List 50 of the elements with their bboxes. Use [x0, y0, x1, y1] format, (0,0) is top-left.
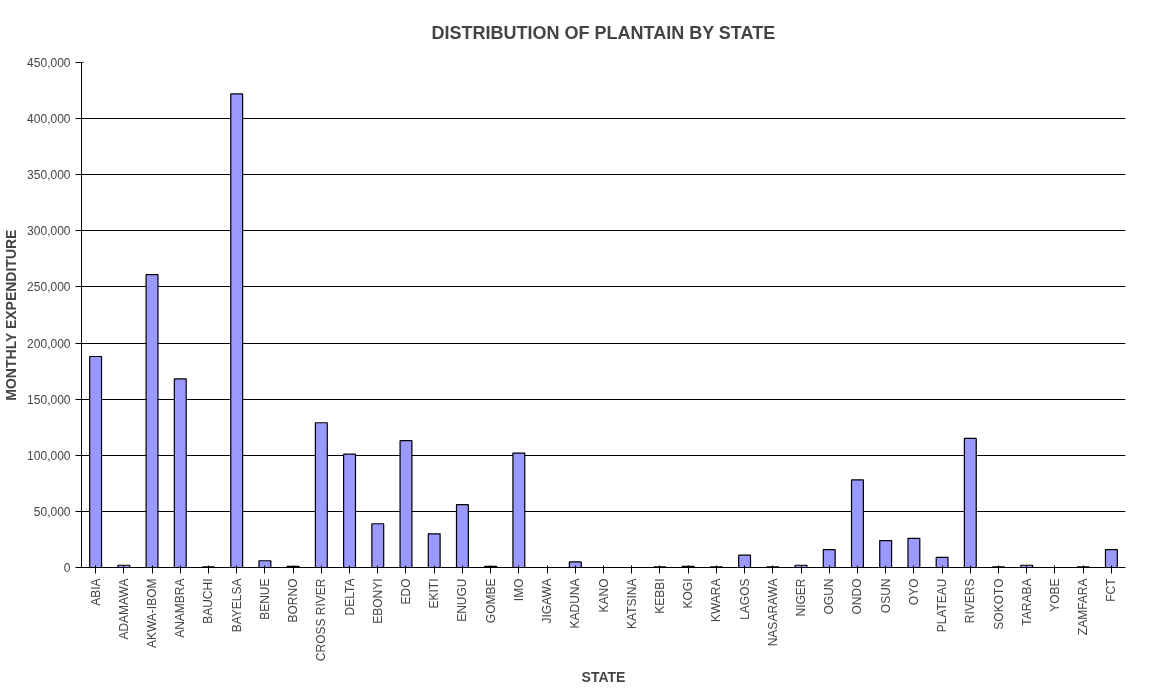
y-tick-label: 150,000: [27, 392, 71, 407]
x-tick-label: BAUCHI: [201, 578, 216, 624]
x-tick-label: EKITI: [427, 578, 442, 609]
x-tick-label: KANO: [596, 578, 611, 613]
x-tick-label: BENUE: [257, 578, 272, 620]
y-tick-label: 350,000: [27, 168, 71, 183]
y-tick-label: 200,000: [27, 336, 71, 351]
x-tick-label: ABIA: [88, 578, 103, 606]
x-tick-label: BORNO: [286, 578, 301, 623]
x-tick-label: JIGAWA: [540, 578, 555, 624]
x-tick-label: KWARA: [709, 578, 724, 623]
x-tick-label: ENUGU: [455, 578, 470, 622]
x-tick-label: KOGI: [681, 578, 696, 609]
x-tick-label: AKWA-IBOM: [145, 578, 160, 649]
x-tick-label: IMO: [511, 578, 526, 602]
y-tick-label: 450,000: [27, 56, 71, 70]
x-tick-label: BAYELSA: [229, 578, 244, 633]
x-tick-label: KADUNA: [568, 578, 583, 629]
x-tick-label: NASARAWA: [765, 578, 780, 647]
x-tick-label: ONDO: [850, 578, 865, 615]
x-tick-label: SOKOTO: [991, 578, 1006, 630]
x-axis-title: STATE: [581, 669, 626, 686]
x-tick-label: EBONYI: [370, 578, 385, 624]
x-tick-label: YOBE: [1047, 578, 1062, 612]
x-tick-label: OYO: [906, 578, 921, 606]
x-tick-label: FCT: [1104, 577, 1119, 602]
x-tick-label: ZAMFARA: [1076, 578, 1091, 636]
y-tick-label: 50,000: [33, 504, 71, 519]
x-tick-label: EDO: [398, 578, 413, 605]
x-tick-label: RIVERS: [963, 578, 978, 624]
x-tick-label: ANAMBRA: [173, 578, 188, 638]
y-tick-label: 0: [63, 561, 71, 575]
x-tick-label: PLATEAU: [935, 578, 950, 633]
x-tick-label: ADAMAWA: [116, 578, 131, 640]
chart-title: DISTRIBUTION OF PLANTAIN BY STATE: [431, 22, 776, 43]
y-tick-label: 300,000: [27, 224, 71, 239]
x-tick-label: OSUN: [878, 578, 893, 614]
x-tick-label: CROSS RIVER: [314, 578, 329, 662]
x-tick-label: KATSINA: [624, 578, 639, 629]
x-tick-label: KEBBI: [652, 578, 667, 614]
x-tick-label: OGUN: [822, 578, 837, 615]
y-tick-label: 250,000: [27, 280, 71, 295]
x-tick-label: LAGOS: [737, 578, 752, 620]
y-axis-title: MONTHLY EXPENDITURE: [3, 229, 20, 401]
x-tick-label: TARABA: [1019, 578, 1034, 626]
x-tick-label: NIGER: [794, 578, 809, 617]
y-tick-label: 100,000: [27, 448, 71, 463]
x-tick-label: DELTA: [342, 578, 357, 616]
x-tick-label: GOMBE: [483, 578, 498, 624]
y-tick-label: 400,000: [27, 112, 71, 127]
